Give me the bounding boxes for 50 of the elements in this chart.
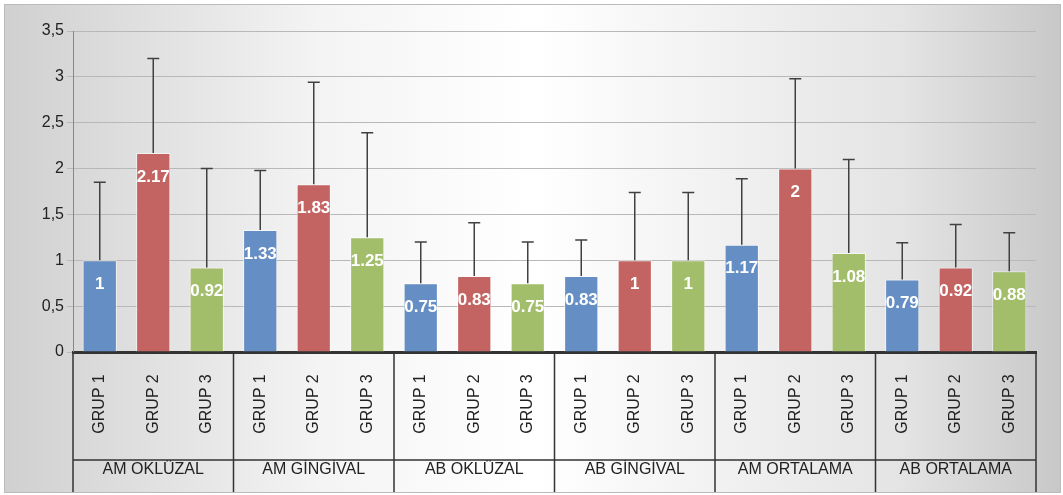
data-label: 1 <box>95 273 105 293</box>
data-label: 0.92 <box>939 281 973 301</box>
data-label: 1.08 <box>832 266 866 286</box>
text: GRUP 2 <box>464 374 482 434</box>
text: GRUP 1 <box>892 374 910 434</box>
data-label: 1.17 <box>725 258 759 278</box>
y-tick-label: 2 <box>55 158 65 176</box>
data-label: 1.33 <box>243 243 277 263</box>
x-tick-label: AM OKLÜZAL <box>102 460 205 478</box>
data-label: 2 <box>790 182 800 202</box>
text: GRUP 3 <box>839 374 857 434</box>
text: GRUP 3 <box>678 374 696 434</box>
data-label: 0.75 <box>404 296 438 316</box>
text: GRUP 1 <box>411 374 429 434</box>
x-tick-label: AB OKLÜZAL <box>424 460 524 478</box>
text: GRUP 2 <box>143 374 161 434</box>
y-tick-label: 0,5 <box>41 296 65 314</box>
y-tick-label: 1,5 <box>41 204 65 222</box>
x-tick-label: AB ORTALAMA <box>899 460 1013 478</box>
y-tick-label: 2,5 <box>41 113 65 131</box>
data-label: 0.83 <box>564 289 598 309</box>
text: GRUP 3 <box>999 374 1017 434</box>
y-tick-label: 3,5 <box>41 21 65 39</box>
x-tick-label: AM GİNGİVAL <box>262 459 366 478</box>
data-label: 0.79 <box>885 293 919 313</box>
data-label: 0.75 <box>511 296 545 316</box>
data-label: 0.83 <box>457 289 491 309</box>
text: GRUP 3 <box>357 374 375 434</box>
y-tick-label: 1 <box>55 250 65 268</box>
text: GRUP 1 <box>250 374 268 434</box>
text: GRUP 2 <box>946 374 964 434</box>
data-label: 1.25 <box>350 251 384 271</box>
text: GRUP 1 <box>571 374 589 434</box>
y-tick-label: 0 <box>55 342 65 360</box>
text: GRUP 1 <box>90 374 108 434</box>
text: GRUP 3 <box>518 374 536 434</box>
data-label: 0.92 <box>190 281 224 301</box>
data-label: 1 <box>683 273 693 293</box>
x-tick-label: AM ORTALAMA <box>737 460 854 478</box>
data-label: 0.88 <box>992 284 1026 304</box>
text: GRUP 2 <box>625 374 643 434</box>
x-tick-label: AB GİNGİVAL <box>584 459 685 478</box>
data-label: 2.17 <box>136 166 170 186</box>
text: GRUP 1 <box>732 374 750 434</box>
data-label: 1 <box>630 273 640 293</box>
text: GRUP 2 <box>785 374 803 434</box>
y-tick-label: 3 <box>55 67 65 85</box>
text: GRUP 2 <box>304 374 322 434</box>
text: GRUP 3 <box>197 374 215 434</box>
data-label: 1.83 <box>297 197 331 217</box>
